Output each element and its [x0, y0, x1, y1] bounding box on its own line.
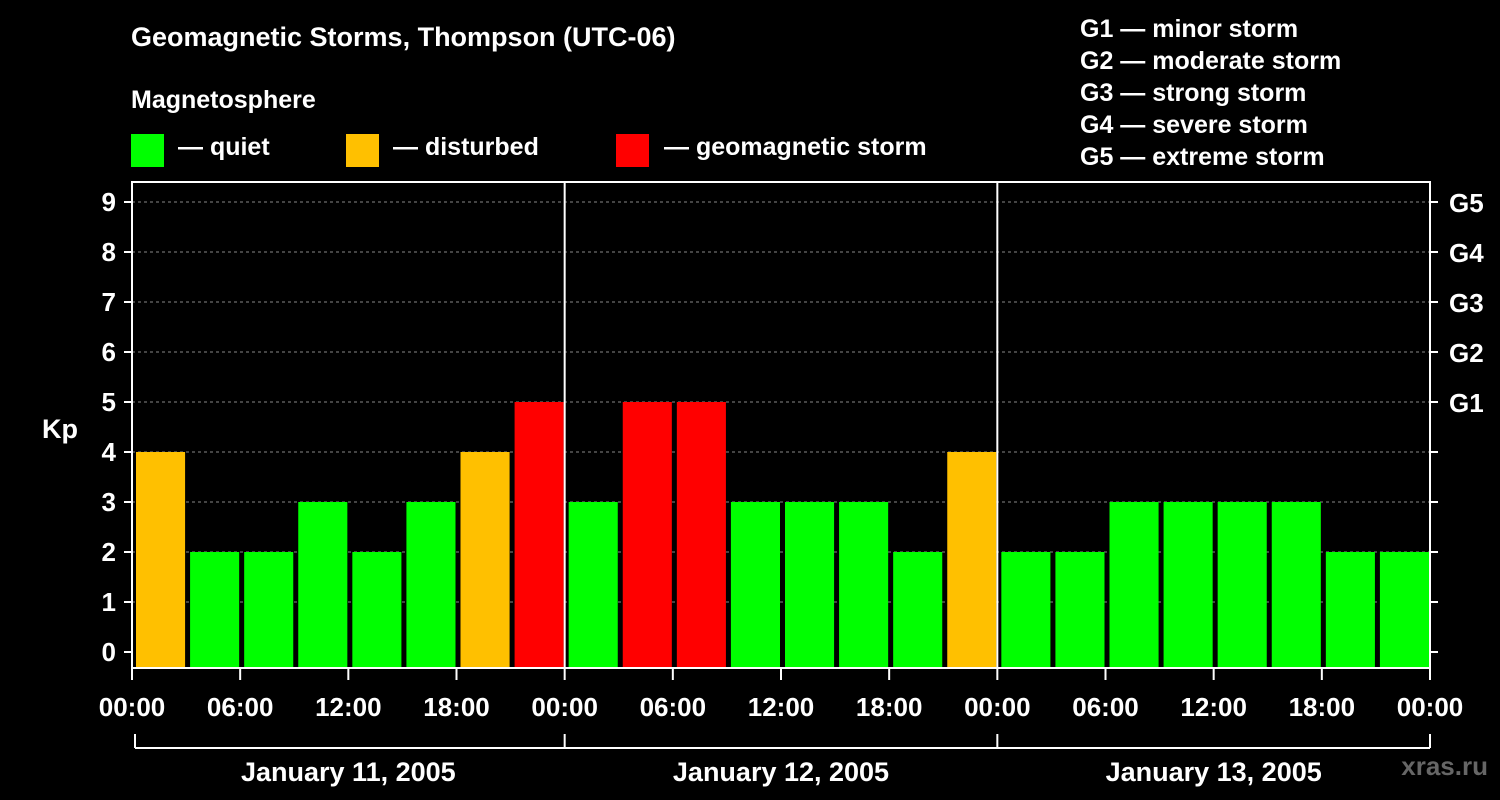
g-scale-g3: G3 — strong storm: [1080, 79, 1307, 107]
y-tick-label-3: 3: [102, 487, 116, 517]
right-axis-label-g5: G5: [1449, 188, 1484, 218]
x-tick-label-7: 18:00: [856, 692, 923, 722]
x-tick-label-4: 00:00: [531, 692, 598, 722]
y-axis-label: Kp: [42, 414, 78, 444]
bar-10: [676, 402, 726, 668]
x-tick-label-6: 12:00: [748, 692, 815, 722]
y-tick-label-8: 8: [102, 237, 116, 267]
legend-label-disturbed: — disturbed: [393, 133, 539, 161]
y-tick-label-4: 4: [102, 437, 117, 467]
bar-13: [839, 502, 889, 668]
y-tick-label-7: 7: [102, 287, 116, 317]
bar-21: [1271, 502, 1321, 668]
bar-1: [190, 552, 240, 668]
g-scale-g4: G4 — severe storm: [1080, 111, 1308, 139]
y-tick-label-6: 6: [102, 337, 116, 367]
y-tick-label-9: 9: [102, 187, 116, 217]
x-tick-label-10: 12:00: [1180, 692, 1247, 722]
bar-4: [352, 552, 402, 668]
x-tick-label-12: 00:00: [1397, 692, 1464, 722]
legend-swatch-disturbed: [346, 134, 379, 167]
y-tick-label-0: 0: [102, 637, 116, 667]
bar-15: [947, 452, 997, 668]
x-tick-label-11: 18:00: [1289, 692, 1356, 722]
chart-subtitle: Magnetosphere: [131, 86, 316, 114]
day-label-2: January 13, 2005: [1106, 757, 1322, 787]
right-axis-label-g1: G1: [1449, 388, 1484, 418]
bar-11: [730, 502, 780, 668]
bar-5: [406, 502, 456, 668]
bar-17: [1055, 552, 1105, 668]
x-tick-label-8: 00:00: [964, 692, 1031, 722]
bar-16: [1001, 552, 1051, 668]
bar-2: [244, 552, 294, 668]
x-tick-label-0: 00:00: [99, 692, 166, 722]
day-label-0: January 11, 2005: [241, 757, 456, 787]
right-axis-label-g4: G4: [1449, 238, 1484, 268]
x-tick-label-3: 18:00: [423, 692, 490, 722]
bar-20: [1217, 502, 1267, 668]
bar-9: [622, 402, 672, 668]
x-tick-label-2: 12:00: [315, 692, 382, 722]
bar-18: [1109, 502, 1159, 668]
bar-22: [1325, 552, 1375, 668]
y-tick-label-5: 5: [102, 387, 116, 417]
g-scale-g2: G2 — moderate storm: [1080, 47, 1342, 75]
legend-swatch-quiet: [131, 134, 164, 167]
x-tick-label-5: 06:00: [640, 692, 707, 722]
day-label-1: January 12, 2005: [673, 757, 889, 787]
bar-23: [1379, 552, 1429, 668]
bar-12: [785, 502, 835, 668]
bar-0: [136, 452, 186, 668]
y-tick-label-1: 1: [102, 587, 116, 617]
watermark: xras.ru: [1401, 751, 1488, 781]
legend-label-storm: — geomagnetic storm: [664, 133, 927, 161]
g-scale-g1: G1 — minor storm: [1080, 15, 1299, 43]
bar-8: [568, 502, 618, 668]
x-tick-label-1: 06:00: [207, 692, 274, 722]
bar-14: [893, 552, 943, 668]
chart-title: Geomagnetic Storms, Thompson (UTC-06): [131, 22, 676, 52]
bar-3: [298, 502, 348, 668]
right-axis-label-g2: G2: [1449, 338, 1484, 368]
x-tick-label-9: 06:00: [1072, 692, 1139, 722]
bar-7: [514, 402, 564, 668]
legend-swatch-storm: [616, 134, 649, 167]
bar-19: [1163, 502, 1213, 668]
y-tick-label-2: 2: [102, 537, 116, 567]
g-scale-g5: G5 — extreme storm: [1080, 143, 1325, 171]
bar-6: [460, 452, 510, 668]
legend-label-quiet: — quiet: [178, 133, 270, 161]
right-axis-label-g3: G3: [1449, 288, 1484, 318]
